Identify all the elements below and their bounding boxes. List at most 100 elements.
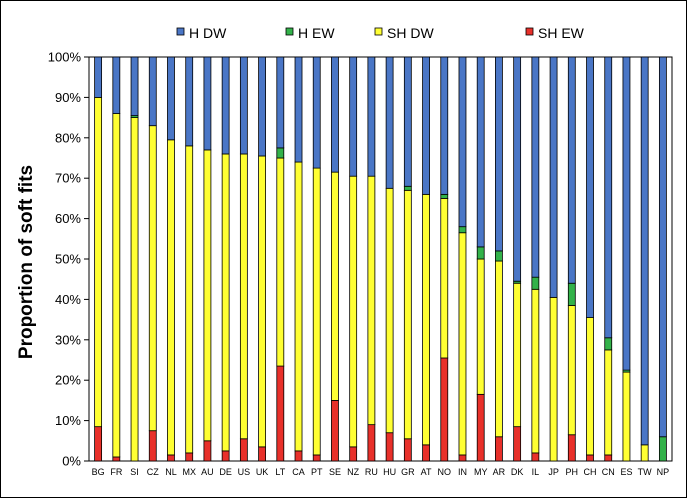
bar-segment-jp-sh-dw xyxy=(549,296,558,462)
bar-segment-de-h-dw xyxy=(221,56,230,155)
legend-swatch xyxy=(374,27,383,36)
y-axis-title: Proportion of soft fits xyxy=(16,165,37,359)
x-tick-label: ES xyxy=(620,467,632,477)
bar-segment-np-h-ew xyxy=(658,436,667,462)
bar-segment-bg-h-dw xyxy=(94,56,103,98)
bar-segment-gr-h-ew xyxy=(403,185,412,191)
legend-swatch xyxy=(285,27,294,36)
x-tick-label: NZ xyxy=(347,467,359,477)
x-tick-label: GR xyxy=(401,467,415,477)
y-tick-label: 0% xyxy=(62,454,81,469)
bar-segment-in-h-ew xyxy=(458,226,467,234)
bar-segment-il-sh-dw xyxy=(531,288,540,454)
x-tick-label: RU xyxy=(365,467,378,477)
plot-border xyxy=(88,56,673,462)
bar-segment-ru-sh-dw xyxy=(367,175,376,426)
x-tick-label: AR xyxy=(493,467,506,477)
bar-segment-cn-h-ew xyxy=(604,337,613,351)
bar-segment-pt-sh-ew xyxy=(312,454,321,462)
bar-segment-nl-sh-ew xyxy=(167,454,175,462)
bar-segment-au-h-dw xyxy=(203,56,212,151)
bar-segment-hu-h-dw xyxy=(385,56,394,189)
bar-segment-np-h-dw xyxy=(658,56,667,438)
bar-segment-us-sh-ew xyxy=(239,438,248,462)
y-tick-label: 30% xyxy=(55,332,81,347)
bar-segment-at-h-dw xyxy=(422,56,430,195)
bar-segment-my-h-dw xyxy=(476,56,485,248)
x-tick-label: CH xyxy=(584,467,597,477)
bar-segment-mx-h-dw xyxy=(185,56,194,147)
x-tick-label: DK xyxy=(511,467,524,477)
bar-segment-ca-sh-dw xyxy=(294,161,303,452)
legend-swatch xyxy=(176,27,185,36)
x-tick-label: DE xyxy=(219,467,232,477)
bar-segment-ru-sh-ew xyxy=(367,424,376,462)
bar-segment-bg-sh-dw xyxy=(94,97,103,428)
x-tick-label: AT xyxy=(421,467,432,477)
legend-swatch xyxy=(525,27,534,36)
bar-segment-cz-sh-dw xyxy=(148,125,157,432)
bar-segment-de-sh-ew xyxy=(221,450,230,462)
legend-label: SH EW xyxy=(538,25,585,41)
bar-segment-ar-h-dw xyxy=(495,56,503,252)
y-tick-label: 20% xyxy=(55,373,81,388)
x-tick-label: NP xyxy=(657,467,670,477)
bar-segment-es-h-dw xyxy=(622,56,631,371)
bar-segment-ru-h-dw xyxy=(367,56,376,177)
x-tick-label: IL xyxy=(532,467,540,477)
bar-segment-uk-sh-dw xyxy=(258,155,266,448)
x-tick-label: IN xyxy=(458,467,467,477)
bar-segment-at-sh-dw xyxy=(422,193,430,446)
x-tick-label: PT xyxy=(311,467,323,477)
bar-segment-my-sh-dw xyxy=(476,258,485,395)
x-tick-label: TW xyxy=(638,467,652,477)
bar-segment-ar-sh-ew xyxy=(495,436,503,462)
x-tick-label: PH xyxy=(566,467,579,477)
bar-segment-nz-sh-ew xyxy=(349,446,358,462)
y-tick-label: 50% xyxy=(55,252,81,267)
bar-segment-cn-sh-ew xyxy=(604,454,613,462)
bar-segment-mx-sh-ew xyxy=(185,452,194,462)
bar-segment-cz-sh-ew xyxy=(148,430,157,462)
bar-segment-cn-h-dw xyxy=(604,56,613,339)
x-tick-label: MX xyxy=(182,467,196,477)
bar-segment-dk-sh-ew xyxy=(513,426,522,462)
x-tick-label: MY xyxy=(474,467,488,477)
bar-segment-gr-sh-dw xyxy=(403,189,412,440)
legend: H DW H EW SH DW SH EW xyxy=(176,25,585,41)
bar-segment-tw-sh-dw xyxy=(640,444,649,462)
bar-segment-si-sh-dw xyxy=(130,117,139,462)
bar-segment-il-sh-ew xyxy=(531,452,540,462)
bar-segment-gr-sh-ew xyxy=(403,438,412,462)
bar-segment-fr-sh-ew xyxy=(112,456,121,462)
x-tick-label: CZ xyxy=(147,467,159,477)
y-tick-label: 10% xyxy=(55,413,81,428)
x-tick-label: AU xyxy=(201,467,214,477)
bar-segment-au-sh-ew xyxy=(203,440,212,462)
bar-segment-si-h-dw xyxy=(130,56,139,116)
bar-segment-at-sh-ew xyxy=(422,444,430,462)
bar-segment-au-sh-dw xyxy=(203,149,212,442)
bar-segment-pt-h-dw xyxy=(312,56,321,169)
bar-segment-ch-sh-dw xyxy=(586,317,594,456)
x-tick-label: NL xyxy=(165,467,177,477)
bar-segment-il-h-ew xyxy=(531,276,540,290)
bar-segment-no-sh-dw xyxy=(440,197,449,359)
bar-segment-us-h-dw xyxy=(239,56,248,155)
bar-segment-il-h-dw xyxy=(531,56,540,278)
legend-label: H EW xyxy=(298,25,335,41)
bar-segment-ph-sh-ew xyxy=(567,434,576,462)
y-tick-label: 80% xyxy=(55,130,81,145)
y-tick-label: 60% xyxy=(55,211,81,226)
x-tick-label: SE xyxy=(329,467,341,477)
bar-segment-no-h-dw xyxy=(440,56,449,195)
x-tick-label: BG xyxy=(92,467,105,477)
bar-segment-lt-h-dw xyxy=(276,56,285,149)
bar-segment-ph-h-ew xyxy=(567,282,576,306)
bar-segment-lt-sh-ew xyxy=(276,365,285,462)
bar-segment-ch-h-dw xyxy=(586,56,594,318)
x-tick-label: NO xyxy=(438,467,452,477)
bar-segment-no-h-ew xyxy=(440,193,449,199)
legend-label: H DW xyxy=(189,25,227,41)
bar-segment-ca-h-dw xyxy=(294,56,303,163)
